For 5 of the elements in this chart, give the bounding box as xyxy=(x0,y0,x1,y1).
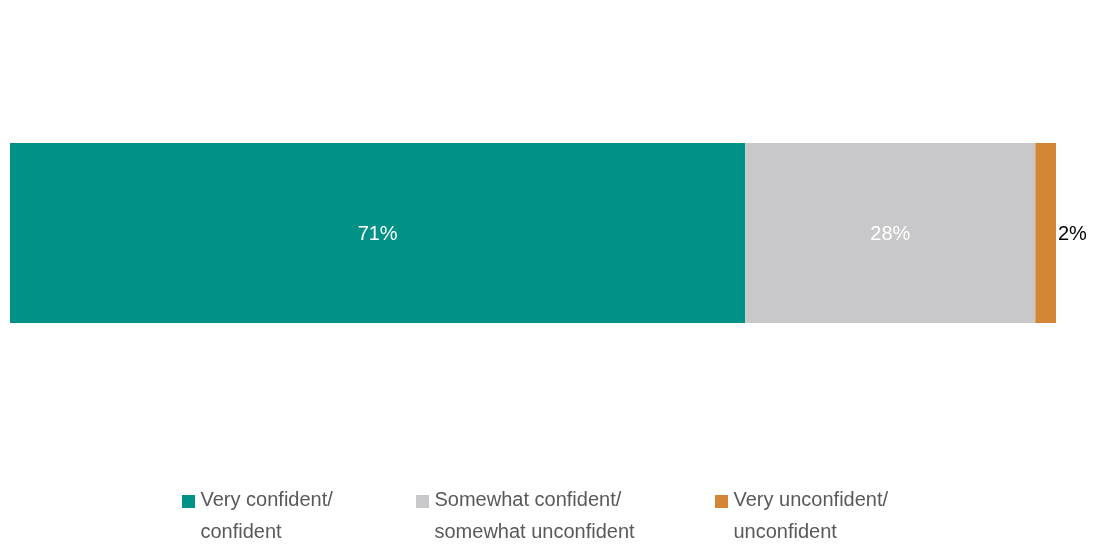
legend-label: Very unconfident/ unconfident xyxy=(733,487,890,544)
data-label: 2% xyxy=(1058,222,1088,245)
legend-label: Very confident/ confident xyxy=(200,487,334,544)
legend-label: Somewhat confident/ somewhat unconfident xyxy=(434,487,636,544)
data-label: 71% xyxy=(357,222,398,245)
